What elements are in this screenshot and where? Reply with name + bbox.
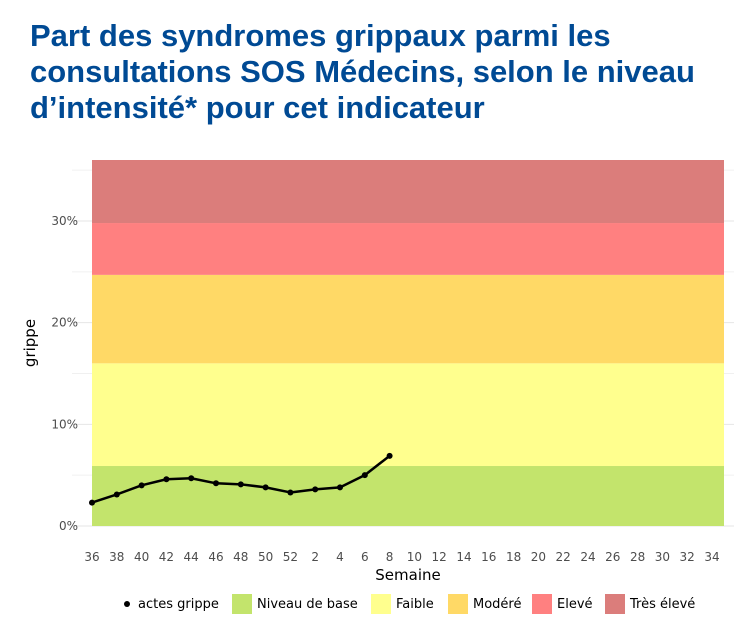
legend-item-faible: Faible [371, 594, 434, 614]
data-point [188, 475, 195, 482]
x-tick-label: 34 [704, 550, 719, 564]
x-tick-label: 40 [134, 550, 149, 564]
y-tick-label: 0% [59, 519, 78, 533]
y-tick-label: 30% [51, 214, 78, 228]
chart-title: Part des syndromes grippaux parmi les co… [30, 18, 730, 126]
data-point [237, 481, 244, 488]
legend-label: Modéré [473, 597, 521, 612]
band-tres-eleve [92, 160, 724, 224]
x-tick-label: 12 [432, 550, 447, 564]
legend-label: Très élevé [629, 597, 695, 612]
data-point [361, 472, 368, 479]
band-niveau-de-base [92, 466, 724, 526]
legend-swatch [448, 594, 468, 614]
legend-marker [124, 601, 130, 607]
data-point [163, 476, 170, 483]
x-tick-label: 46 [208, 550, 223, 564]
y-tick-label: 20% [51, 316, 78, 330]
chart-title-line-3: d’intensité* pour cet indicateur [30, 90, 485, 125]
chart-title-line-1: Part des syndromes grippaux parmi les [30, 18, 611, 53]
legend-item-niveau-de-base: Niveau de base [232, 594, 358, 614]
x-tick-label: 44 [184, 550, 199, 564]
x-tick-label: 6 [361, 550, 369, 564]
x-tick-label: 22 [556, 550, 571, 564]
x-tick-label: 36 [84, 550, 99, 564]
x-tick-label: 2 [311, 550, 319, 564]
data-point [89, 499, 95, 506]
data-point [287, 489, 294, 496]
x-tick-label: 26 [605, 550, 620, 564]
legend-item-actes-grippe: actes grippe [124, 597, 219, 612]
legend-item-tres-eleve: Très élevé [605, 594, 695, 614]
legend-swatch [371, 594, 391, 614]
data-point [138, 482, 145, 489]
data-point [312, 486, 319, 493]
y-axis-label: grippe [21, 319, 39, 367]
data-point [213, 480, 219, 487]
x-tick-label: 38 [109, 550, 124, 564]
x-tick-label: 50 [258, 550, 273, 564]
x-tick-label: 18 [506, 550, 521, 564]
x-tick-label: 14 [456, 550, 471, 564]
legend-label: Faible [396, 597, 434, 612]
legend-label: Niveau de base [257, 597, 358, 612]
chart-title-line-2: consultations SOS Médecins, selon le niv… [30, 54, 695, 89]
data-point [113, 491, 120, 498]
legend-label: actes grippe [138, 597, 219, 612]
x-tick-label: 4 [336, 550, 344, 564]
x-tick-label: 30 [655, 550, 670, 564]
x-tick-label: 42 [159, 550, 174, 564]
x-tick-label: 20 [531, 550, 546, 564]
band-eleve [92, 223, 724, 275]
x-tick-label: 48 [233, 550, 248, 564]
legend-swatch [232, 594, 252, 614]
x-tick-label: 16 [481, 550, 496, 564]
legend-label: Elevé [557, 597, 593, 612]
band-faible [92, 363, 724, 467]
x-tick-label: 8 [386, 550, 394, 564]
data-point [262, 484, 269, 491]
data-point [386, 452, 393, 459]
x-tick-label: 10 [407, 550, 422, 564]
legend-swatch [532, 594, 552, 614]
legend-item-eleve: Elevé [532, 594, 593, 614]
x-tick-label: 24 [580, 550, 595, 564]
x-tick-label: 52 [283, 550, 298, 564]
data-point [337, 484, 343, 491]
x-tick-label: 28 [630, 550, 645, 564]
legend-swatch [605, 594, 625, 614]
legend-item-modere: Modéré [448, 594, 521, 614]
x-axis-label: Semaine [375, 566, 440, 584]
band-modere [92, 274, 724, 364]
y-tick-label: 10% [51, 417, 78, 431]
x-tick-label: 32 [680, 550, 695, 564]
